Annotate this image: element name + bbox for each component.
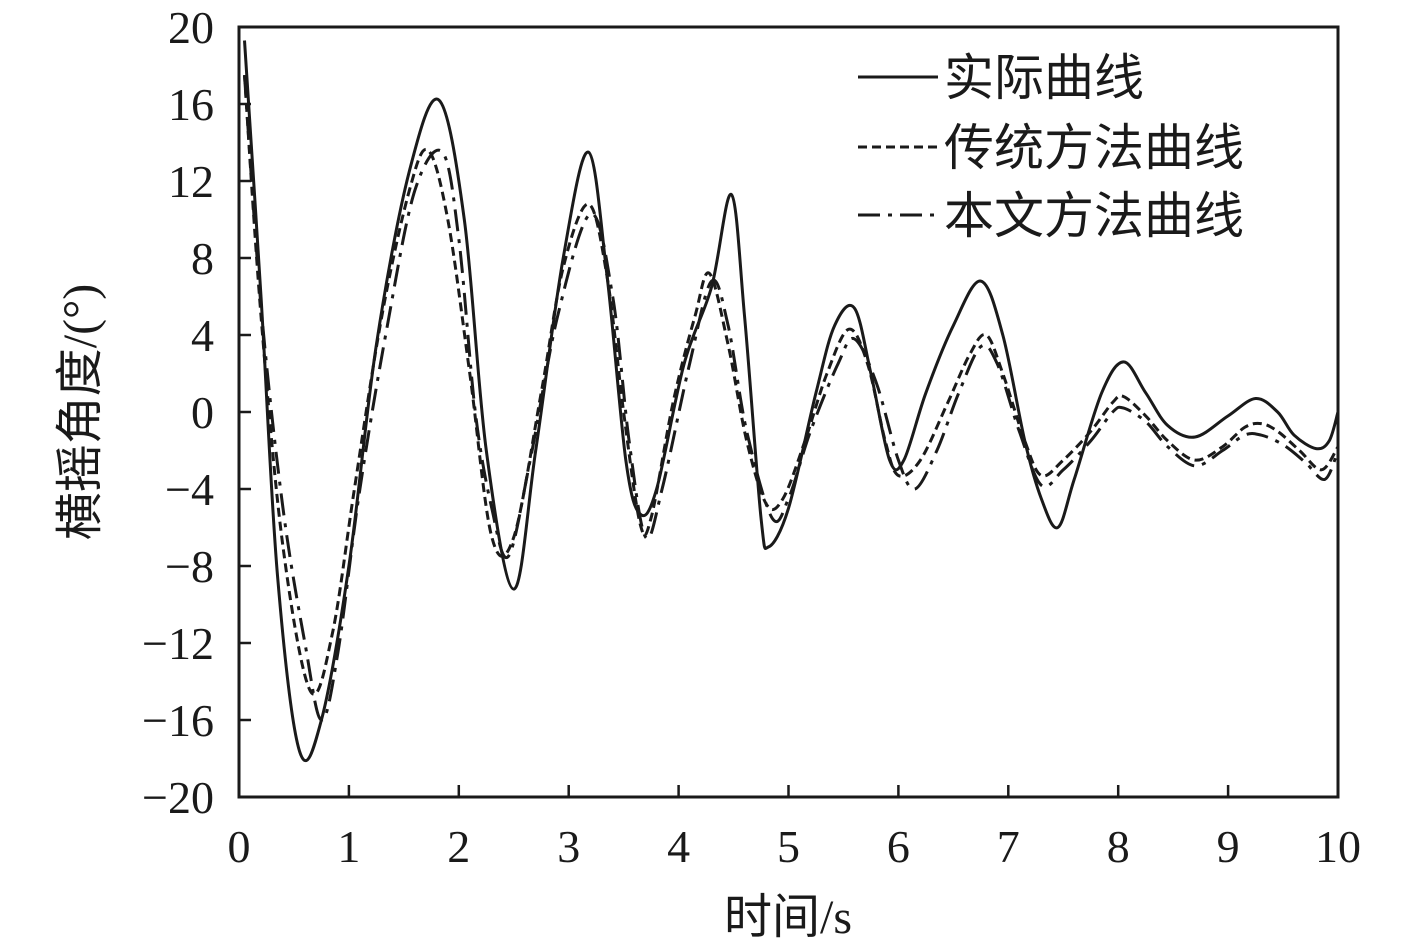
x-tick-label: 5	[777, 821, 800, 872]
x-axis-title: 时间/s	[724, 891, 852, 944]
legend-label: 本文方法曲线	[944, 188, 1244, 244]
y-tick-label: 8	[191, 233, 214, 284]
y-tick-label: 12	[168, 156, 214, 207]
y-tick-label: 0	[191, 387, 214, 438]
x-tick-label: 4	[667, 821, 690, 872]
series-lines	[243, 40, 1340, 763]
x-axis-tick-labels: 0 1 2 3 4 5 6 7 8 9 10	[228, 821, 1362, 872]
x-tick-label: 1	[337, 821, 360, 872]
x-tick-label: 7	[997, 821, 1020, 872]
y-axis-title: 横摇角度/(°)	[54, 284, 107, 541]
x-tick-label: 8	[1107, 821, 1130, 872]
y-tick-label: −20	[142, 772, 214, 823]
x-tick-label: 2	[447, 821, 470, 872]
x-tick-label: 6	[887, 821, 910, 872]
x-tick-label: 9	[1217, 821, 1240, 872]
y-tick-label: −4	[165, 464, 214, 515]
y-tick-label: 20	[168, 2, 214, 53]
x-tick-label: 10	[1315, 821, 1361, 872]
x-tick-label: 3	[557, 821, 580, 872]
series-line-proposed	[243, 74, 1340, 722]
y-tick-label: −12	[142, 618, 214, 669]
series-line-traditional	[243, 74, 1340, 696]
y-tick-label: 16	[168, 79, 214, 130]
legend-label: 实际曲线	[944, 50, 1144, 106]
legend-entry-actual: 实际曲线	[858, 50, 1144, 106]
x-tick-label: 0	[228, 821, 251, 872]
y-tick-label: 4	[191, 310, 214, 361]
legend-label: 传统方法曲线	[944, 120, 1244, 176]
legend-entry-proposed: 本文方法曲线	[858, 188, 1244, 244]
y-tick-label: −16	[142, 695, 214, 746]
y-tick-label: −8	[165, 541, 214, 592]
series-line-actual	[243, 40, 1340, 763]
legend-entry-traditional: 传统方法曲线	[858, 120, 1244, 176]
y-axis-tick-labels: 20 16 12 8 4 0 −4 −8 −12 −16 −20	[142, 2, 214, 823]
